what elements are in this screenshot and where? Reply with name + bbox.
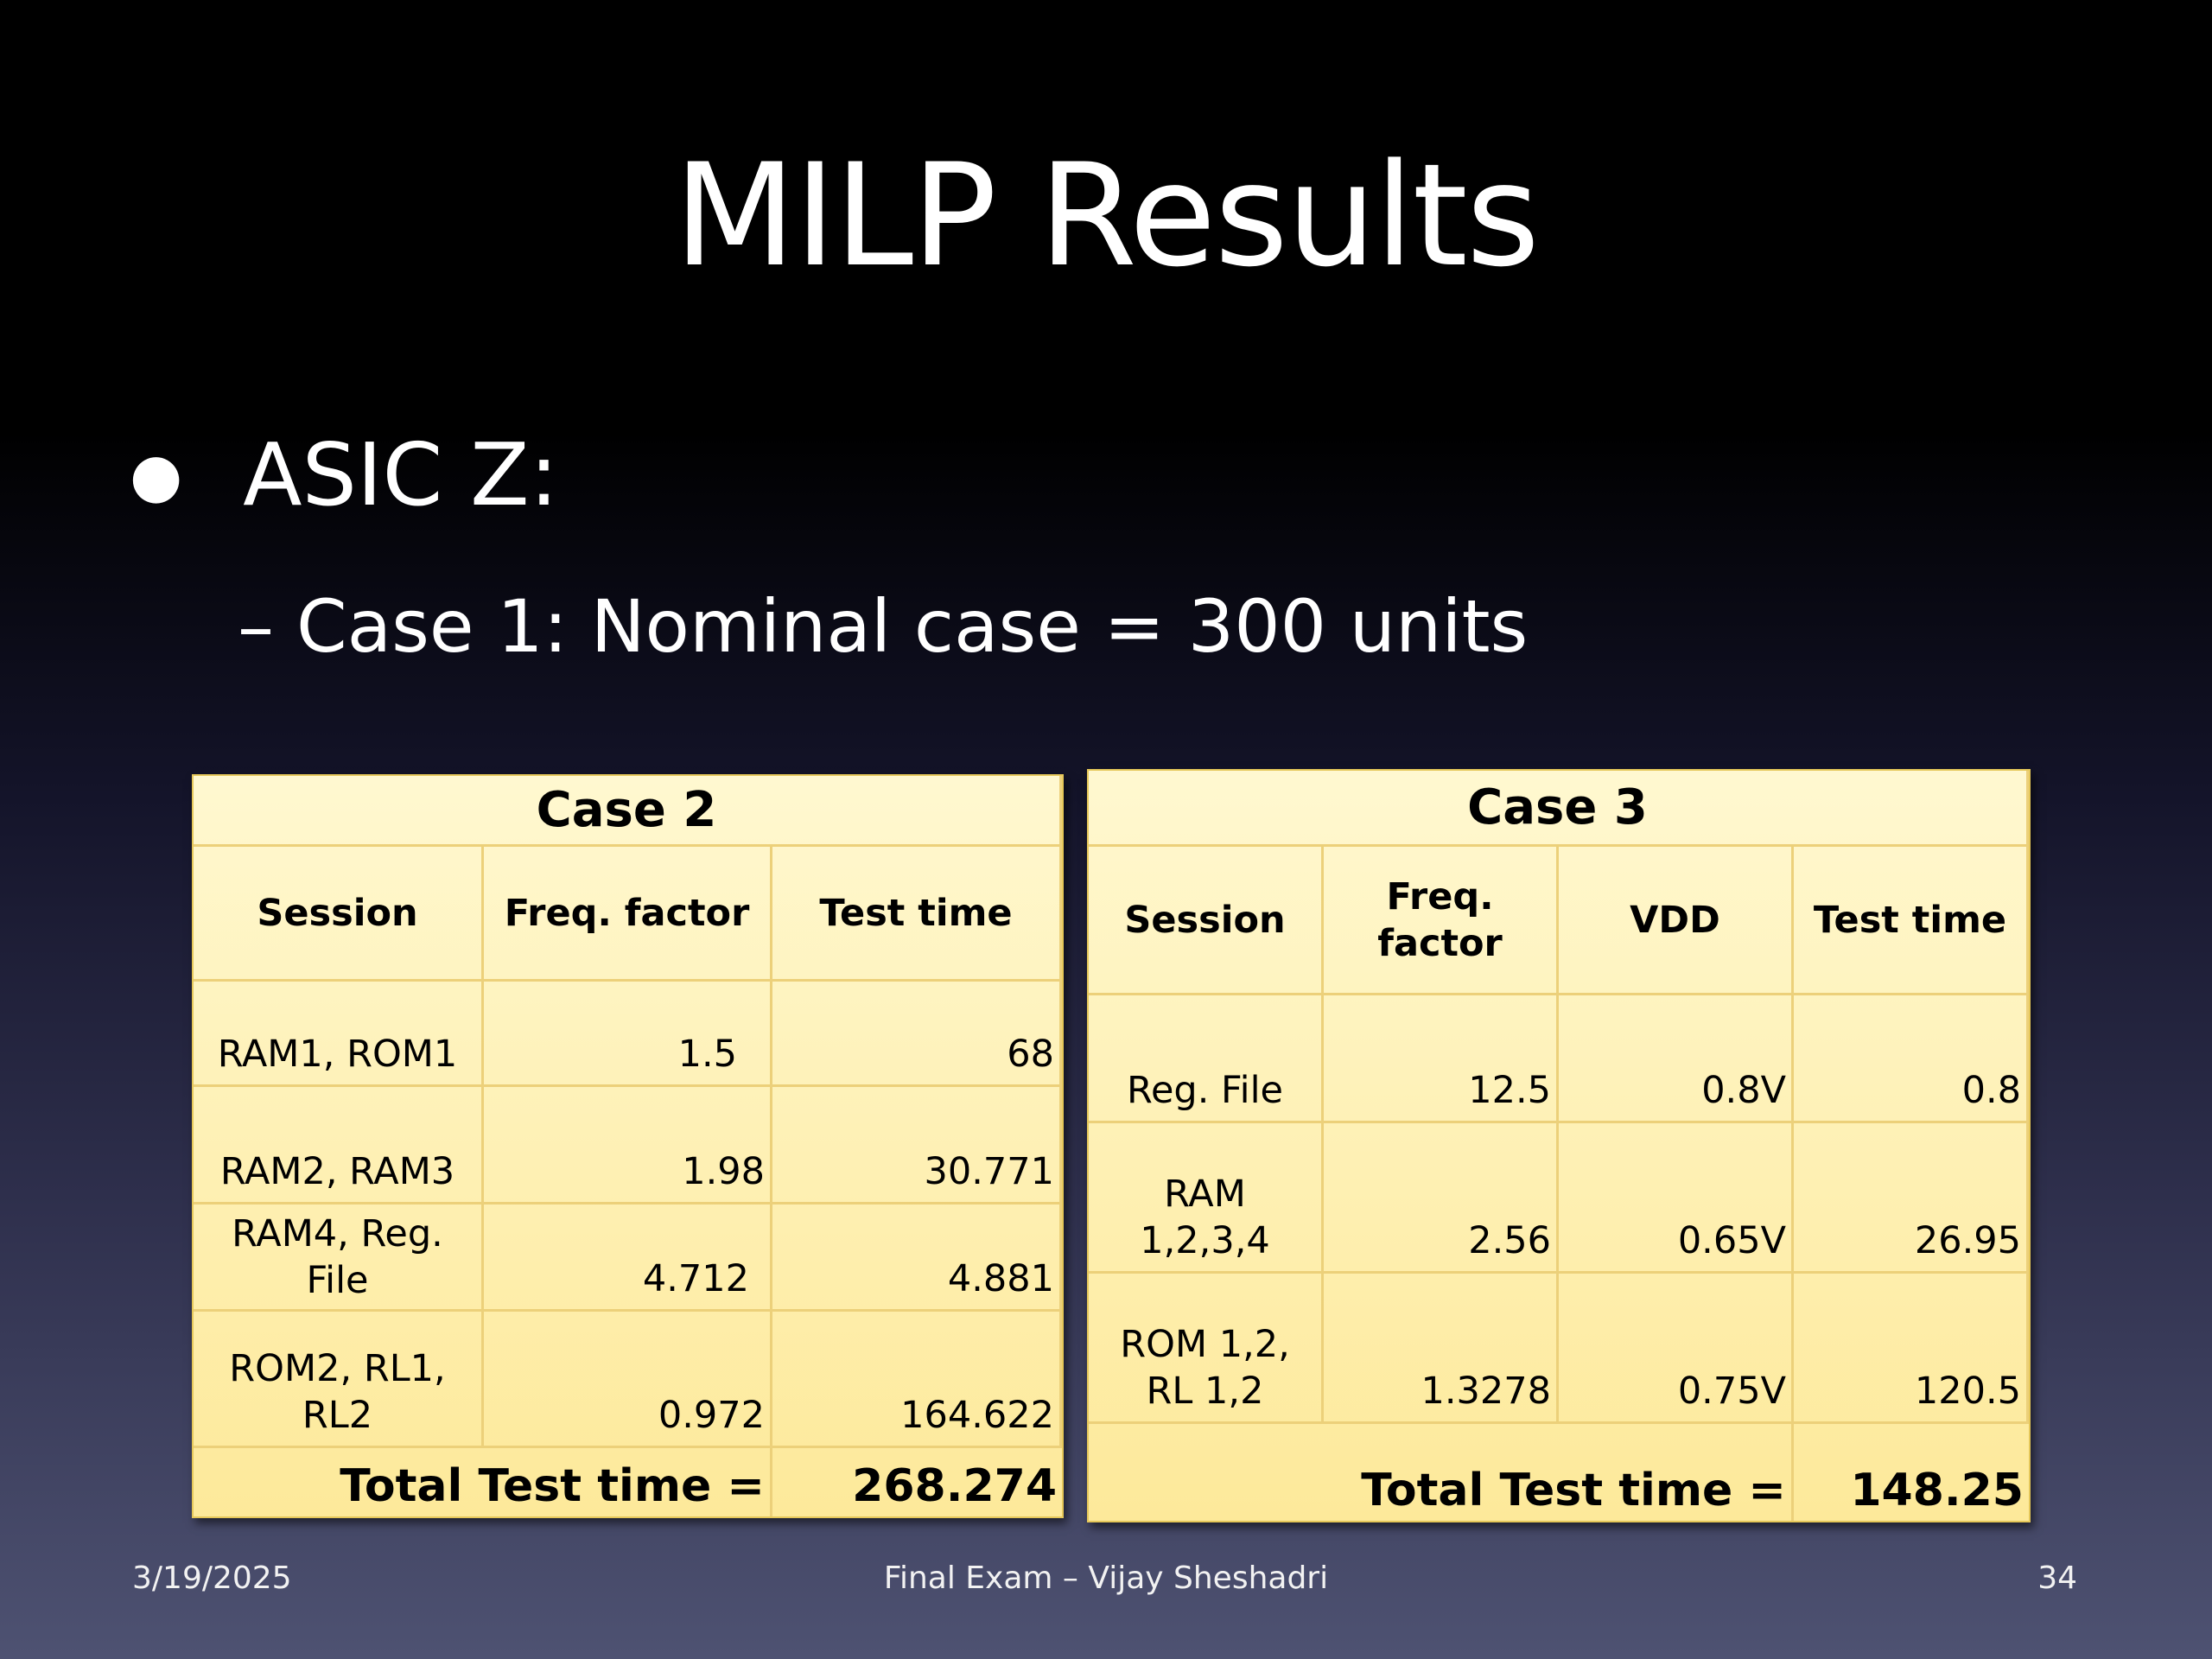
case3-row2-time: 26.95 <box>1794 1123 2029 1274</box>
case2-caption: Case 2 <box>194 776 1062 847</box>
case3-row1-freq: 12.5 <box>1324 995 1559 1123</box>
case3-row2-session: RAM 1,2,3,4 <box>1089 1123 1324 1274</box>
bullet-dot-icon: ● <box>130 440 183 511</box>
sub-bullet-case1: – Case 1: Nominal case = 300 units <box>238 579 1528 674</box>
case2-row4-time: 164.622 <box>772 1312 1062 1448</box>
case2-row4-session: ROM2, RL1, RL2 <box>194 1312 484 1448</box>
case2-row3-session: RAM4, Reg. File <box>194 1205 484 1312</box>
case3-total-label: Total Test time = <box>1089 1424 1794 1521</box>
slide-title: MILP Results <box>673 133 1540 298</box>
case3-caption: Case 3 <box>1089 771 2029 847</box>
case2-header-testtime: Test time <box>772 847 1062 982</box>
case3-row3-time: 120.5 <box>1794 1274 2029 1424</box>
case2-row1-freq: 1.5 <box>484 982 772 1087</box>
case3-row1-vdd: 0.8V <box>1559 995 1794 1123</box>
case3-total-value: 148.25 <box>1850 1465 2024 1516</box>
case3-header-testtime: Test time <box>1794 847 2029 995</box>
case3-table: Case 3 Session Freq. factor VDD Test tim… <box>1087 769 2031 1522</box>
case2-row2-time: 30.771 <box>772 1087 1062 1205</box>
case2-row3-freq: 4.712 <box>484 1205 772 1312</box>
bullet-asic: ● ASIC Z: <box>130 423 558 527</box>
case2-total-value: 268.274 <box>852 1460 1057 1512</box>
case3-row2-vdd: 0.65V <box>1559 1123 1794 1274</box>
case3-row3-session: ROM 1,2, RL 1,2 <box>1089 1274 1324 1424</box>
case3-header-session: Session <box>1089 847 1324 995</box>
footer-title: Final Exam – Vijay Sheshadri <box>883 1560 1329 1596</box>
sub-bullet-dash: – <box>238 584 274 669</box>
case3-row3-vdd: 0.75V <box>1559 1274 1794 1424</box>
case3-row1-session: Reg. File <box>1089 995 1324 1123</box>
case2-row1-time: 68 <box>772 982 1062 1087</box>
case3-row2-freq: 2.56 <box>1324 1123 1559 1274</box>
case3-header-freq: Freq. factor <box>1324 847 1559 995</box>
footer-date: 3/19/2025 <box>132 1560 292 1596</box>
case2-row1-session: RAM1, ROM1 <box>194 982 484 1087</box>
case3-row1-time: 0.8 <box>1794 995 2029 1123</box>
case2-row2-freq: 1.98 <box>484 1087 772 1205</box>
case2-header-freq: Freq. factor <box>484 847 772 982</box>
case3-row3-freq: 1.3278 <box>1324 1274 1559 1424</box>
case2-row4-freq: 0.972 <box>484 1312 772 1448</box>
case2-total-label: Total Test time = <box>194 1448 772 1516</box>
case2-header-session: Session <box>194 847 484 982</box>
sub-bullet-text: Case 1: Nominal case = 300 units <box>296 584 1529 669</box>
case3-header-vdd: VDD <box>1559 847 1794 995</box>
case2-row3-time: 4.881 <box>772 1205 1062 1312</box>
bullet-text: ASIC Z: <box>243 424 559 525</box>
case2-row2-session: RAM2, RAM3 <box>194 1087 484 1205</box>
footer-page-number: 34 <box>2037 1560 2077 1596</box>
case2-table: Case 2 Session Freq. factor Test time RA… <box>192 774 1064 1518</box>
